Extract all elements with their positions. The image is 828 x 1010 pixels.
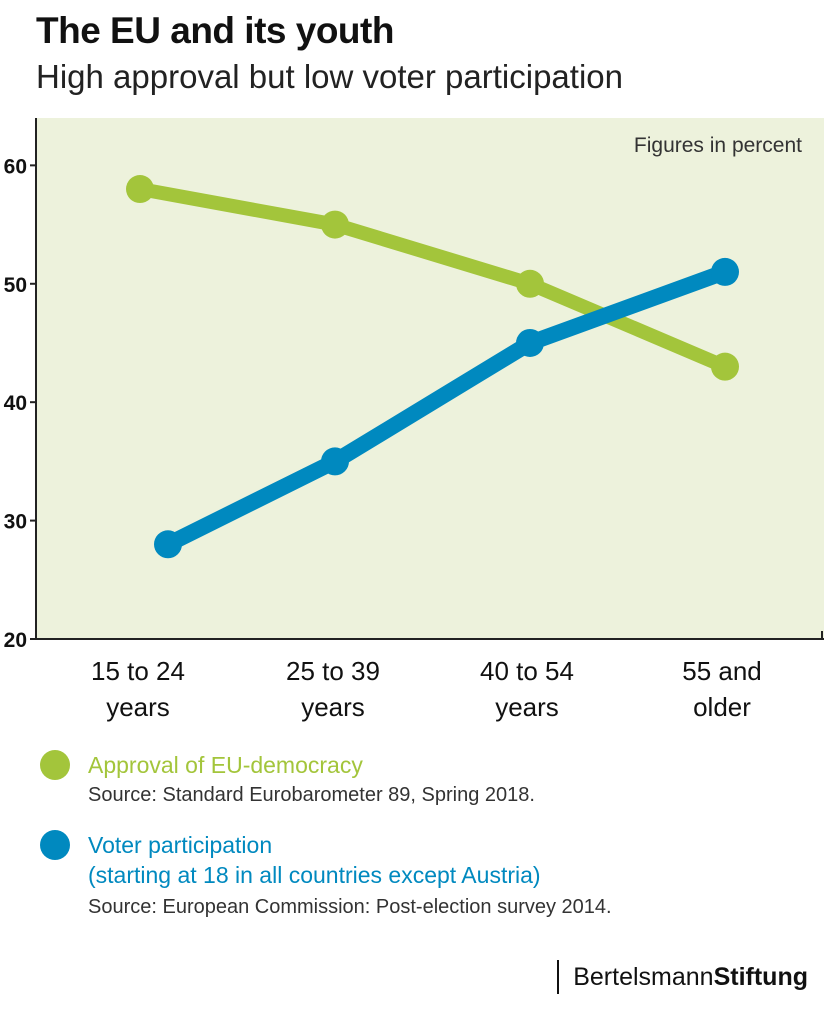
x-tick-label: 40 to 54 bbox=[480, 656, 574, 686]
x-tick-label: years bbox=[495, 692, 559, 722]
approval-series-line bbox=[133, 182, 732, 374]
y-tick-label: 20 bbox=[4, 629, 27, 652]
voter-data-point bbox=[154, 530, 182, 559]
brand-logo: BertelsmannStiftung bbox=[557, 960, 808, 994]
approval-data-point bbox=[321, 210, 349, 239]
brand-part1: Bertelsmann bbox=[573, 963, 714, 991]
x-tick-label: 15 to 24 bbox=[91, 656, 185, 686]
approval-legend-label: Approval of EU-democracy bbox=[88, 752, 363, 778]
y-tick-label: 30 bbox=[4, 511, 27, 534]
voter-series-line bbox=[160, 263, 733, 553]
y-tick-label: 40 bbox=[4, 392, 27, 415]
voter-legend-dot bbox=[40, 830, 70, 860]
approval-data-point bbox=[711, 352, 739, 381]
line-chart: 20 30 40 50 60 15 to 24 years 25 to 39 years 40 t… bbox=[4, 118, 824, 722]
approval-data-point bbox=[126, 175, 154, 204]
chart-subtitle: High approval but low voter participatio… bbox=[36, 58, 623, 95]
voter-source: Source: European Commission: Post-electi… bbox=[88, 896, 612, 918]
x-tick-label: older bbox=[693, 692, 751, 722]
approval-data-point bbox=[516, 269, 544, 298]
voter-data-point bbox=[321, 447, 349, 476]
y-tick-label: 60 bbox=[4, 155, 27, 178]
x-tick-label: years bbox=[106, 692, 170, 722]
y-tick-label: 50 bbox=[4, 274, 27, 297]
approval-source: Source: Standard Eurobarometer 89, Sprin… bbox=[88, 784, 535, 806]
x-tick-label: years bbox=[301, 692, 365, 722]
x-tick-label: 55 and bbox=[682, 656, 762, 686]
voter-data-point bbox=[711, 257, 739, 286]
voter-legend-label: Voter participation bbox=[88, 832, 273, 858]
brand-part2: Stiftung bbox=[713, 963, 808, 991]
x-tick-label: 25 to 39 bbox=[286, 656, 380, 686]
voter-legend-note: (starting at 18 in all countries except … bbox=[88, 862, 541, 888]
figures-annotation: Figures in percent bbox=[634, 134, 802, 157]
voter-data-point bbox=[516, 328, 544, 357]
approval-legend-dot bbox=[40, 750, 70, 780]
chart-title: The EU and its youth bbox=[36, 10, 394, 51]
